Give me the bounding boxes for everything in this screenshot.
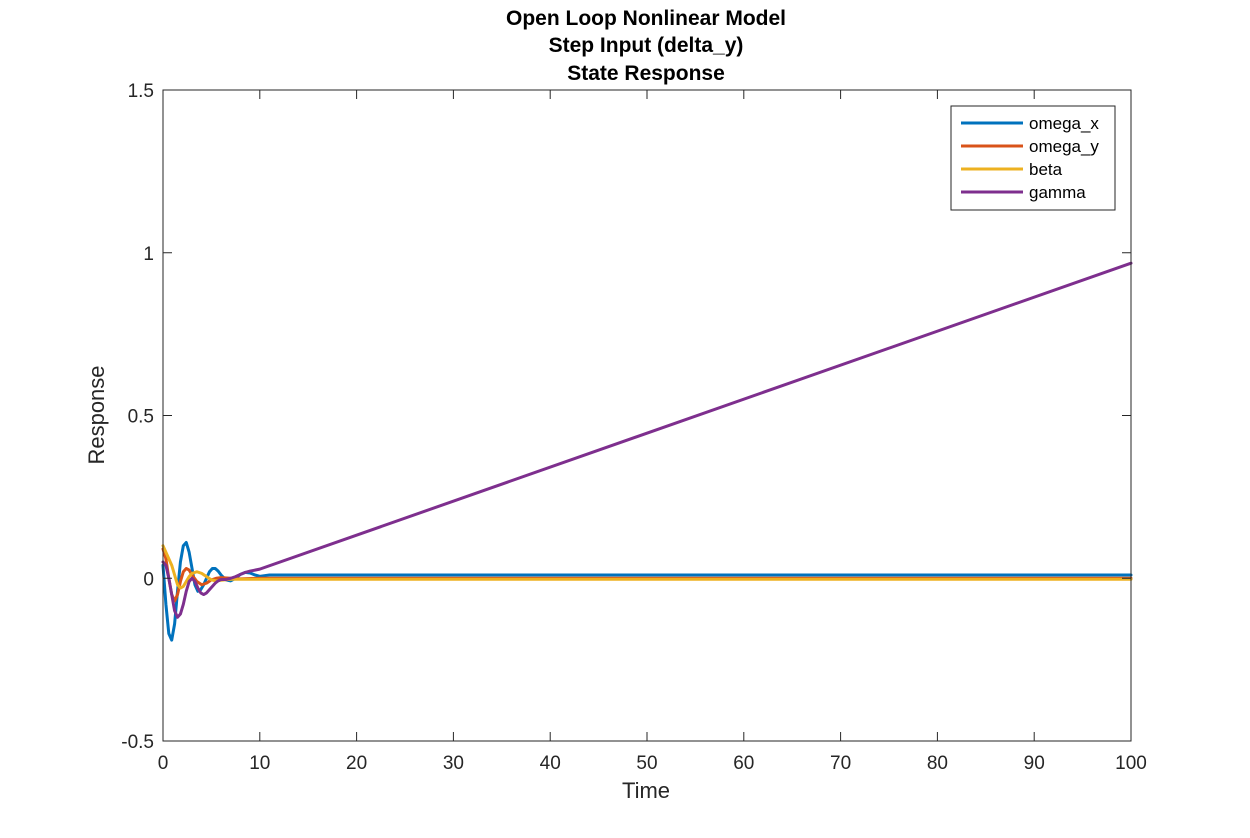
legend-label-omega-x: omega_x — [1029, 114, 1099, 133]
y-tick-label: -0.5 — [121, 732, 154, 753]
tick-labels: 0 10 20 30 40 50 60 70 80 90 100-0.500.511.5 — [121, 81, 1147, 774]
chart-title-line-3: State Response — [567, 62, 725, 85]
x-tick-label: 10 — [249, 753, 270, 774]
x-tick-label: 70 — [830, 753, 851, 774]
legend-label-omega-y: omega_y — [1029, 137, 1099, 156]
x-tick-label: 90 — [1024, 753, 1045, 774]
y-tick-label: 0.5 — [128, 407, 154, 428]
series-line-beta — [161, 544, 1133, 590]
y-tick-label: 1.5 — [128, 81, 154, 102]
series-lines — [161, 261, 1133, 642]
chart-title-line-2: Step Input (delta_y) — [549, 34, 744, 57]
y-axis-label: Response — [84, 365, 109, 464]
y-tick-label: 1 — [143, 244, 154, 265]
chart-title: Open Loop Nonlinear Model Step Input (de… — [506, 7, 786, 85]
chart-title-line-1: Open Loop Nonlinear Model — [506, 7, 786, 30]
series-line-gamma — [161, 261, 1133, 619]
axes — [162, 89, 1132, 742]
x-tick-label: 100 — [1115, 753, 1147, 774]
y-tick-label: 0 — [143, 569, 154, 590]
x-axis-label: Time — [622, 778, 670, 803]
x-tick-label: 60 — [733, 753, 754, 774]
x-tick-label: 80 — [927, 753, 948, 774]
legend-label-gamma: gamma — [1029, 183, 1086, 202]
series-line-omega-x — [161, 540, 1133, 642]
legend-label-beta: beta — [1029, 160, 1063, 179]
x-tick-label: 20 — [346, 753, 367, 774]
x-tick-label: 50 — [636, 753, 657, 774]
x-tick-label: 40 — [540, 753, 561, 774]
x-tick-label: 0 — [158, 753, 169, 774]
x-tick-label: 30 — [443, 753, 464, 774]
